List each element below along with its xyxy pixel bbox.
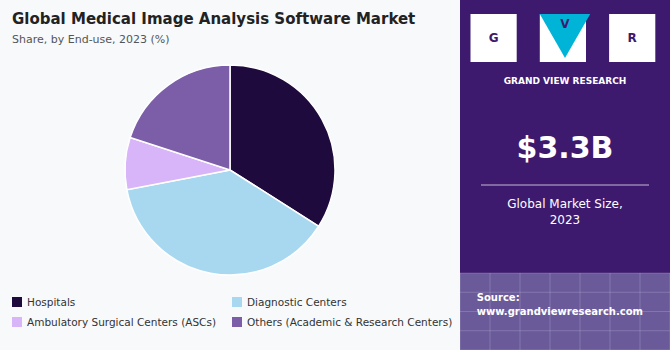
- bottom-bg: [460, 273, 670, 350]
- legend-swatch: [232, 297, 242, 307]
- logo-letter: R: [628, 31, 637, 45]
- legend-label: Others (Academic & Research Centers): [247, 316, 452, 328]
- legend-label: Diagnostic Centers: [247, 296, 347, 308]
- legend-label: Ambulatory Surgical Centers (ASCs): [27, 316, 216, 328]
- logo-letter: V: [560, 17, 570, 31]
- logo-box: [609, 14, 655, 62]
- pie: [125, 65, 335, 275]
- legend-swatch: [232, 317, 242, 327]
- legend: Hospitals Diagnostic Centers Ambulatory Su…: [12, 296, 452, 328]
- legend-label: Hospitals: [27, 296, 75, 308]
- slice: [127, 170, 319, 275]
- slice: [130, 65, 230, 170]
- deco-line: [460, 330, 670, 331]
- bottom-panel: Source:www.grandviewresearch.com: [460, 273, 670, 350]
- logo-triangle: [540, 14, 590, 58]
- background: [0, 0, 460, 350]
- title: Global Medical Image Analysis Software M…: [12, 10, 415, 28]
- subtitle: Share, by End-use, 2023 (%): [12, 33, 170, 46]
- market-size: $3.3B: [517, 130, 614, 165]
- divider: [481, 185, 649, 186]
- deco-line: [460, 273, 670, 274]
- panel-bg: [460, 0, 670, 350]
- side-panel: G V R GRAND VIEW RESEARCH $3.3B Global Market…: [460, 0, 670, 350]
- legend-swatch: [12, 297, 22, 307]
- legend-swatch: [12, 317, 22, 327]
- chart: Global Medical Image Analysis Software M…: [0, 0, 670, 350]
- logo-box: [471, 14, 517, 62]
- brand: GRAND VIEW RESEARCH: [504, 76, 627, 86]
- source: Source:www.grandviewresearch.com: [477, 292, 643, 317]
- logo-letter: G: [489, 31, 499, 45]
- market-size-label: Global Market Size,2023: [507, 197, 623, 227]
